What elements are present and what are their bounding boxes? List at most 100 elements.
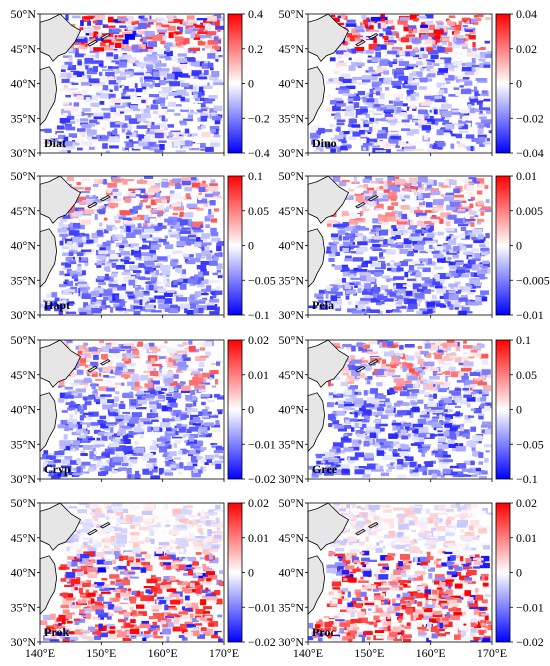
- anomaly-cell: [158, 140, 167, 143]
- anomaly-cell: [74, 187, 85, 190]
- anomaly-cell: [423, 340, 430, 345]
- anomaly-cell: [437, 22, 444, 25]
- anomaly-cell: [156, 22, 163, 27]
- anomaly-cell: [366, 308, 371, 311]
- anomaly-cell: [464, 145, 476, 149]
- land-mass: [87, 201, 98, 209]
- anomaly-cell: [454, 307, 459, 310]
- anomaly-cell: [417, 114, 425, 120]
- anomaly-cell: [382, 194, 393, 199]
- anomaly-cell: [107, 366, 119, 370]
- anomaly-cell: [421, 116, 428, 119]
- anomaly-cell: [185, 381, 191, 387]
- anomaly-cell: [171, 468, 177, 471]
- anomaly-cell: [427, 308, 433, 314]
- anomaly-cell: [180, 271, 186, 278]
- anomaly-cell: [57, 125, 65, 130]
- anomaly-cell: [92, 184, 99, 187]
- anomaly-cell: [399, 248, 409, 254]
- anomaly-cell: [204, 406, 210, 410]
- anomaly-cell: [188, 340, 193, 345]
- anomaly-cell: [347, 300, 352, 305]
- anomaly-cell: [378, 78, 384, 84]
- anomaly-cell: [418, 217, 422, 222]
- anomaly-cell: [189, 435, 195, 442]
- anomaly-cell: [418, 371, 425, 375]
- anomaly-cell: [105, 344, 117, 347]
- anomaly-cell: [98, 471, 107, 476]
- anomaly-cell: [212, 272, 218, 276]
- anomaly-cell: [147, 281, 158, 287]
- anomaly-cell: [373, 113, 383, 116]
- anomaly-cell: [72, 111, 82, 116]
- anomaly-cell: [338, 449, 346, 454]
- anomaly-cell: [99, 462, 108, 466]
- anomaly-cell: [436, 288, 446, 294]
- anomaly-cell: [419, 77, 428, 83]
- anomaly-cell: [208, 95, 218, 99]
- anomaly-cell: [383, 180, 388, 184]
- anomaly-cell: [469, 278, 480, 284]
- anomaly-cell: [135, 470, 140, 476]
- anomaly-cell: [115, 366, 124, 371]
- anomaly-cell: [341, 179, 350, 183]
- anomaly-cell: [99, 116, 109, 121]
- anomaly-cell: [330, 243, 338, 250]
- anomaly-cell: [338, 46, 344, 49]
- anomaly-cell: [447, 184, 452, 188]
- anomaly-cell: [123, 439, 131, 444]
- anomaly-cell: [362, 419, 370, 423]
- anomaly-cell: [428, 37, 433, 40]
- anomaly-cell: [432, 281, 441, 286]
- anomaly-cell: [69, 222, 73, 227]
- anomaly-cell: [475, 78, 486, 81]
- anomaly-cell: [163, 42, 173, 47]
- anomaly-cell: [345, 295, 350, 300]
- anomaly-cell: [138, 141, 148, 147]
- anomaly-cell: [401, 128, 410, 131]
- anomaly-cell: [134, 60, 140, 65]
- anomaly-cell: [123, 16, 134, 20]
- anomaly-cell: [198, 434, 206, 438]
- anomaly-cell: [427, 147, 431, 153]
- anomaly-cell: [80, 348, 86, 355]
- anomaly-cell: [404, 229, 413, 235]
- anomaly-cell: [448, 21, 456, 27]
- anomaly-cell: [402, 462, 409, 466]
- anomaly-cell: [218, 410, 223, 415]
- anomaly-cell: [116, 362, 126, 366]
- anomaly-cell: [128, 406, 136, 410]
- anomaly-cell: [79, 434, 86, 439]
- anomaly-cell: [312, 468, 323, 475]
- anomaly-cell: [454, 357, 462, 363]
- anomaly-cell: [471, 237, 481, 241]
- anomaly-cell: [119, 423, 123, 429]
- anomaly-cell: [439, 274, 450, 280]
- anomaly-cell: [58, 304, 64, 310]
- anomaly-cell: [363, 390, 368, 396]
- anomaly-cell: [384, 114, 393, 119]
- anomaly-cell: [186, 23, 197, 29]
- anomaly-cell: [213, 14, 222, 19]
- anomaly-cell: [146, 463, 153, 468]
- land-mass: [39, 66, 58, 127]
- anomaly-cell: [458, 200, 467, 203]
- anomaly-cell: [173, 393, 182, 399]
- anomaly-cell: [159, 36, 168, 42]
- anomaly-cell: [79, 191, 90, 194]
- anomaly-cell: [482, 389, 489, 395]
- anomaly-cell: [109, 104, 116, 108]
- anomaly-cell: [139, 195, 148, 199]
- anomaly-cell: [412, 435, 422, 441]
- anomaly-cell: [93, 354, 99, 360]
- anomaly-cell: [125, 150, 129, 153]
- anomaly-cell: [76, 182, 81, 186]
- anomaly-cell: [479, 244, 488, 248]
- anomaly-cell: [421, 125, 431, 131]
- anomaly-cell: [77, 36, 87, 41]
- anomaly-cell: [110, 296, 118, 301]
- anomaly-cell: [355, 186, 365, 189]
- anomaly-cell: [126, 468, 132, 474]
- anomaly-cell: [360, 357, 365, 362]
- anomaly-cell: [143, 256, 151, 261]
